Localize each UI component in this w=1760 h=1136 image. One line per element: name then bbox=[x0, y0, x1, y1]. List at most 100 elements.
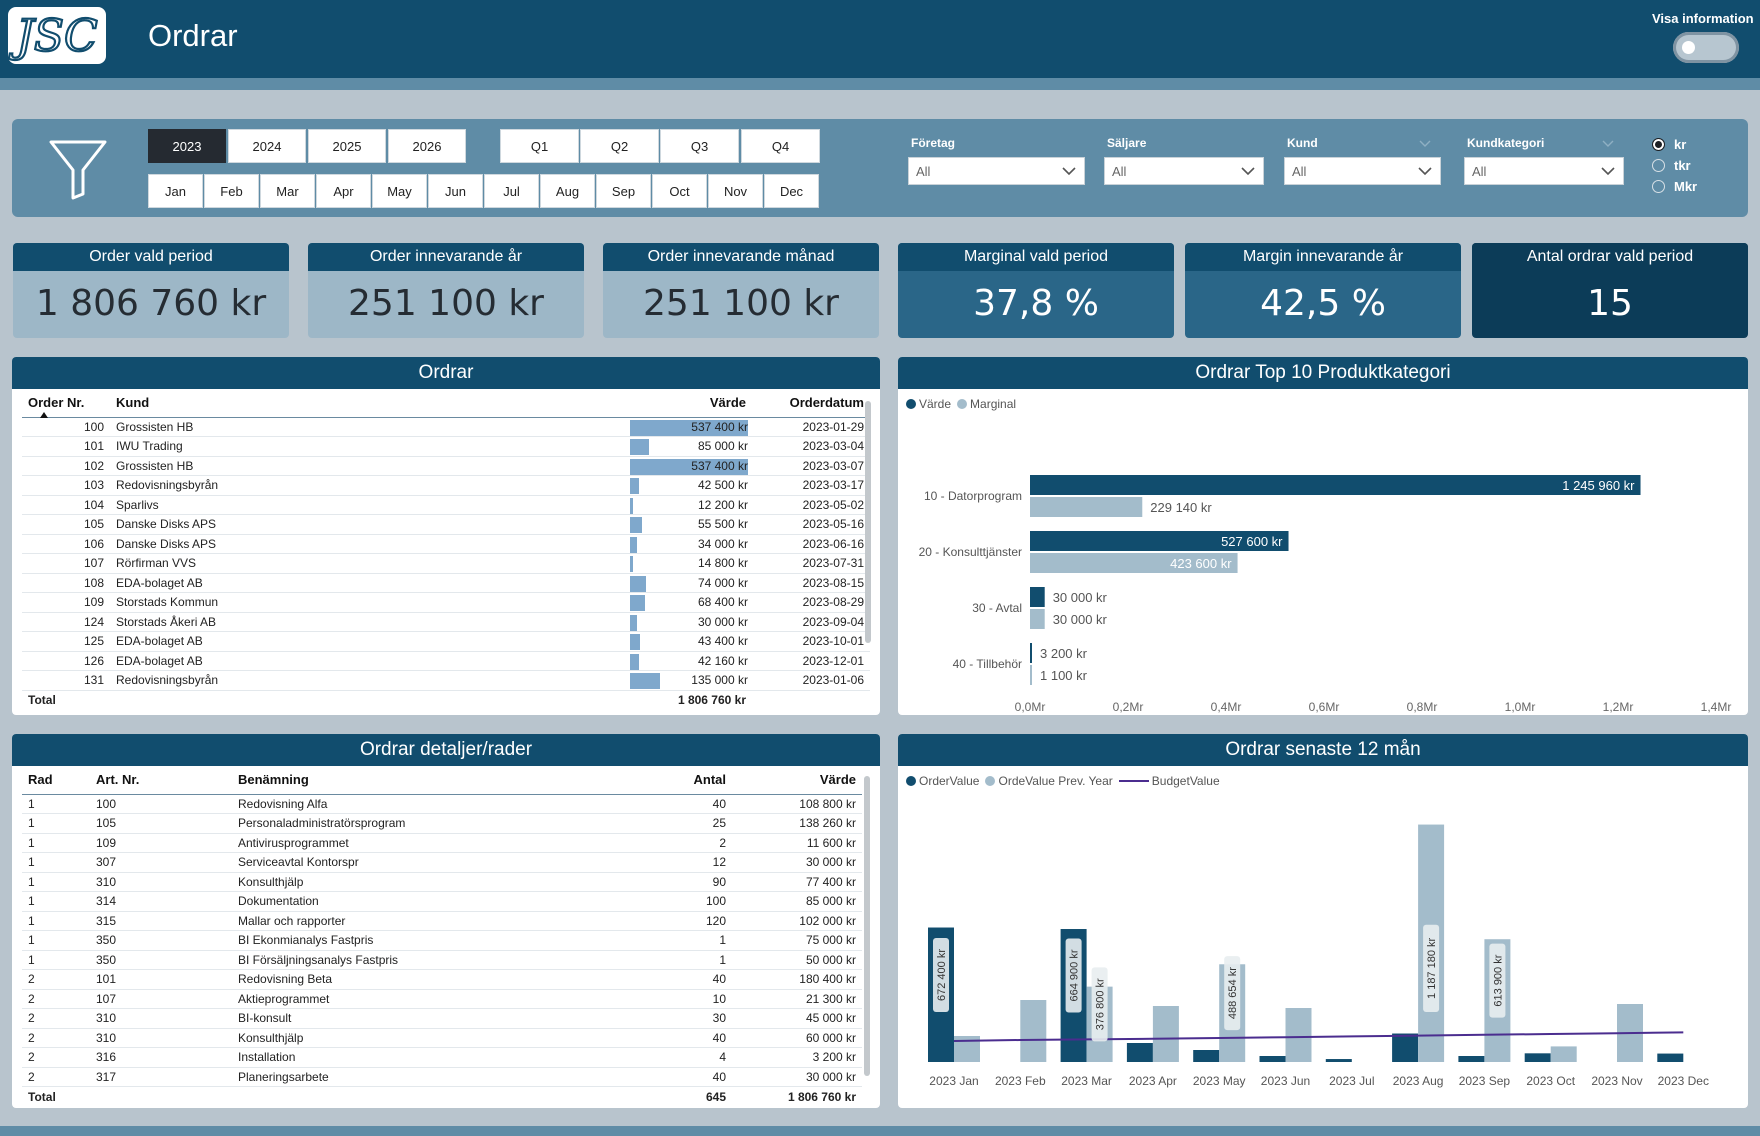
month-pill-apr[interactable]: Apr bbox=[316, 174, 371, 208]
rad-cell: 2 bbox=[22, 1047, 90, 1068]
show-info-toggle[interactable] bbox=[1673, 32, 1739, 63]
art-nr-cell: 350 bbox=[90, 950, 232, 970]
data-label-bg bbox=[1423, 924, 1440, 1012]
col-rad[interactable]: Rad bbox=[28, 772, 53, 788]
s-ljare-dropdown[interactable]: All bbox=[1104, 157, 1264, 185]
table-row[interactable]: 100 Grossisten HB 537 400 kr 2023-01-29 bbox=[22, 417, 870, 437]
art-nr-cell: 101 bbox=[90, 969, 232, 990]
col-order-nr[interactable]: Order Nr. bbox=[22, 389, 110, 418]
table-row[interactable]: 105 Danske Disks APS 55 500 kr 2023-05-16 bbox=[22, 514, 870, 535]
legend-item-varde[interactable]: Värde bbox=[906, 397, 951, 411]
bar-värde bbox=[1030, 475, 1641, 495]
table-row[interactable]: 1 314 Dokumentation 100 85 000 kr bbox=[22, 891, 862, 912]
table-row[interactable]: 2 107 Aktieprogrammet 10 21 300 kr bbox=[22, 989, 862, 1009]
table-row[interactable]: 107 Rörfirman VVS 14 800 kr 2023-07-31 bbox=[22, 553, 870, 574]
col-varde[interactable]: Värde bbox=[819, 772, 856, 788]
col-orderdatum[interactable]: Orderdatum bbox=[789, 395, 864, 411]
col-benamning[interactable]: Benämning bbox=[238, 772, 309, 788]
varde-label: 34 000 kr bbox=[697, 536, 748, 551]
antal-cell: 40 bbox=[632, 969, 732, 990]
table-row[interactable]: 108 EDA-bolaget AB 74 000 kr 2023-08-15 bbox=[22, 573, 870, 593]
table-row[interactable]: 109 Storstads Kommun 68 400 kr 2023-08-29 bbox=[22, 592, 870, 613]
radio-icon[interactable] bbox=[1652, 159, 1665, 172]
kundkategori-dropdown-value: All bbox=[1472, 164, 1487, 179]
table-row[interactable]: 1 307 Serviceavtal Kontorspr 12 30 000 kr bbox=[22, 852, 862, 873]
bar-data-label: 613 900 kr bbox=[1489, 943, 1506, 1018]
quarter-pill-q1[interactable]: Q1 bbox=[500, 129, 579, 163]
table-row[interactable]: 2 317 Planeringsarbete 40 30 000 kr bbox=[22, 1067, 862, 1087]
table-row[interactable]: 131 Redovisningsbyrån 135 000 kr 2023-01-06 bbox=[22, 670, 870, 691]
unit-option-mkr[interactable]: Mkr bbox=[1652, 179, 1697, 194]
table-row[interactable]: 104 Sparlivs 12 200 kr 2023-05-02 bbox=[22, 495, 870, 515]
quarter-pill-q4[interactable]: Q4 bbox=[741, 129, 820, 163]
month-pill-dec[interactable]: Dec bbox=[764, 174, 819, 208]
table-row[interactable]: 126 EDA-bolaget AB 42 160 kr 2023-12-01 bbox=[22, 651, 870, 671]
kund-dropdown[interactable]: All bbox=[1284, 157, 1441, 185]
table-row[interactable]: 2 101 Redovisning Beta 40 180 400 kr bbox=[22, 969, 862, 990]
antal-cell: 1 bbox=[632, 930, 732, 951]
month-pill-sep[interactable]: Sep bbox=[596, 174, 651, 208]
benamning-cell: Konsulthjälp bbox=[232, 872, 632, 892]
legend-item-ordervalue[interactable]: OrderValue bbox=[906, 774, 979, 788]
x-tick-label: 2023 Nov bbox=[1591, 1074, 1642, 1088]
table-row[interactable]: 2 310 Konsulthjälp 40 60 000 kr bbox=[22, 1028, 862, 1048]
x-tick-label: 1,0Mr bbox=[1505, 700, 1536, 714]
kpi-title: Order innevarande år bbox=[308, 243, 584, 271]
legend-item-budget[interactable]: BudgetValue bbox=[1118, 774, 1220, 788]
table-row[interactable]: 1 105 Personaladministratörsprogram 25 138 2… bbox=[22, 813, 862, 834]
table-row[interactable]: 102 Grossisten HB 537 400 kr 2023-03-07 bbox=[22, 456, 870, 476]
antal-cell: 25 bbox=[632, 813, 732, 834]
table-row[interactable]: 1 109 Antivirusprogrammet 2 11 600 kr bbox=[22, 833, 862, 853]
month-pill-oct[interactable]: Oct bbox=[652, 174, 707, 208]
col-kund[interactable]: Kund bbox=[116, 395, 150, 411]
quarter-pill-q3[interactable]: Q3 bbox=[660, 129, 739, 163]
month-pill-jan[interactable]: Jan bbox=[148, 174, 203, 208]
month-pill-may[interactable]: May bbox=[372, 174, 427, 208]
month-pill-nov[interactable]: Nov bbox=[708, 174, 763, 208]
order-nr-cell: 102 bbox=[22, 456, 110, 476]
table-row[interactable]: 1 100 Redovisning Alfa 40 108 800 kr bbox=[22, 794, 862, 814]
year-pill-2023[interactable]: 2023 bbox=[148, 129, 226, 163]
radio-icon[interactable] bbox=[1652, 138, 1665, 151]
details-scrollbar[interactable] bbox=[864, 776, 870, 1076]
unit-option-tkr[interactable]: tkr bbox=[1652, 158, 1691, 173]
table-row[interactable]: 1 350 BI Ekonmianalys Fastpris 1 75 000 kr bbox=[22, 930, 862, 951]
legend-item-prev-year[interactable]: OrdeValue Prev. Year bbox=[985, 774, 1113, 788]
month-pill-mar[interactable]: Mar bbox=[260, 174, 315, 208]
unit-option-kr[interactable]: kr bbox=[1652, 137, 1686, 152]
bar-ordervalue bbox=[1193, 1050, 1220, 1062]
quarter-pill-q2[interactable]: Q2 bbox=[580, 129, 659, 163]
table-row[interactable]: 1 350 BI Försäljningsanalys Fastpris 1 50 00… bbox=[22, 950, 862, 970]
table-row[interactable]: 106 Danske Disks APS 34 000 kr 2023-06-16 bbox=[22, 534, 870, 554]
month-pill-aug[interactable]: Aug bbox=[540, 174, 595, 208]
table-row[interactable]: 1 310 Konsulthjälp 90 77 400 kr bbox=[22, 872, 862, 892]
year-pill-2024[interactable]: 2024 bbox=[228, 129, 306, 163]
month-pill-jun[interactable]: Jun bbox=[428, 174, 483, 208]
kundkategori-dropdown[interactable]: All bbox=[1464, 157, 1624, 185]
x-tick-label: 2023 Sep bbox=[1459, 1074, 1511, 1088]
year-pill-2026[interactable]: 2026 bbox=[388, 129, 466, 163]
col-varde[interactable]: Värde bbox=[709, 395, 746, 411]
table-row[interactable]: 103 Redovisningsbyrån 42 500 kr 2023-03-17 bbox=[22, 475, 870, 496]
month-pill-feb[interactable]: Feb bbox=[204, 174, 259, 208]
kpi-value: 251 100 kr bbox=[643, 283, 839, 324]
col-antal[interactable]: Antal bbox=[693, 772, 727, 788]
year-pill-2025[interactable]: 2025 bbox=[308, 129, 386, 163]
monthly-chart-title: Ordrar senaste 12 mån bbox=[898, 734, 1748, 766]
table-row[interactable]: 2 316 Installation 4 3 200 kr bbox=[22, 1047, 862, 1068]
month-pill-jul[interactable]: Jul bbox=[484, 174, 539, 208]
toggle-knob[interactable] bbox=[1682, 41, 1695, 54]
x-tick-label: 2023 May bbox=[1193, 1074, 1246, 1088]
table-row[interactable]: 1 315 Mallar och rapporter 120 102 000 kr bbox=[22, 911, 862, 931]
table-row[interactable]: 124 Storstads Åkeri AB 30 000 kr 2023-09-04 bbox=[22, 612, 870, 632]
legend-item-marginal[interactable]: Marginal bbox=[957, 397, 1016, 411]
table-row[interactable]: 2 310 BI-konsult 30 45 000 kr bbox=[22, 1008, 862, 1029]
orders-scrollbar[interactable] bbox=[865, 401, 871, 643]
table-row[interactable]: 101 IWU Trading 85 000 kr 2023-03-04 bbox=[22, 436, 870, 457]
radio-icon[interactable] bbox=[1652, 180, 1665, 193]
table-row[interactable]: 125 EDA-bolaget AB 43 400 kr 2023-10-01 bbox=[22, 631, 870, 652]
bar-value-label: 423 600 kr bbox=[1170, 556, 1232, 571]
varde-label: 12 200 kr bbox=[697, 497, 748, 512]
f-retag-dropdown[interactable]: All bbox=[908, 157, 1085, 185]
col-art-nr[interactable]: Art. Nr. bbox=[96, 772, 140, 788]
